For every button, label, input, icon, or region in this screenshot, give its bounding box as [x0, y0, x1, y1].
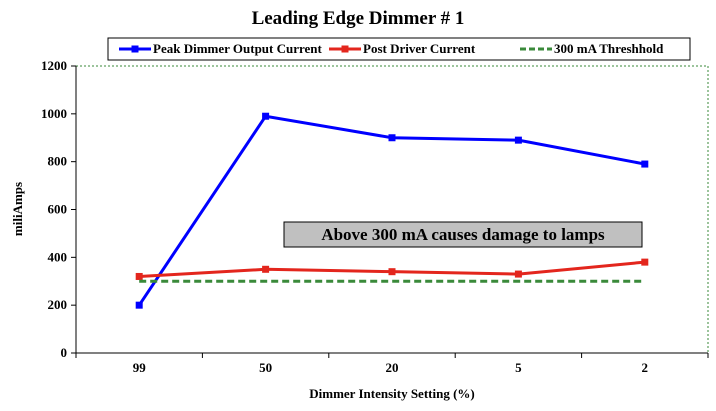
y-ticks: 0 200 400 600 800 1000 1200: [41, 58, 76, 360]
series-group: [135, 112, 649, 309]
y-tick-label: 400: [48, 249, 68, 264]
point-peak-dimmer-output-current: [514, 136, 522, 144]
legend-label-post-driver-current: Post Driver Current: [363, 41, 476, 56]
y-tick-label: 1200: [41, 58, 67, 73]
point-peak-dimmer-output-current: [641, 160, 649, 168]
x-tick-label: 20: [386, 360, 399, 375]
y-axis-label: miliAmps: [10, 182, 25, 236]
x-tick-label: 99: [133, 360, 147, 375]
point-post-driver-current: [388, 268, 396, 276]
y-tick-label: 0: [61, 345, 68, 360]
plot-area: [75, 65, 709, 354]
legend-label-300-ma-threshhold: 300 mA Threshhold: [554, 41, 664, 56]
point-post-driver-current: [514, 270, 522, 278]
legend-marker-post-driver-current: [341, 45, 349, 53]
x-tick-label: 5: [515, 360, 522, 375]
y-tick-label: 1000: [41, 106, 67, 121]
chart-title: Leading Edge Dimmer # 1: [252, 8, 465, 29]
point-post-driver-current: [262, 265, 270, 273]
x-axis-label: Dimmer Intensity Setting (%): [309, 386, 475, 401]
annotation-text: Above 300 mA causes damage to lamps: [321, 225, 605, 244]
point-post-driver-current: [641, 258, 649, 266]
point-peak-dimmer-output-current: [135, 301, 143, 309]
x-tick-label: 2: [642, 360, 649, 375]
legend-marker-peak-dimmer-output-current: [131, 45, 139, 53]
annotation-box: [283, 221, 643, 248]
y-tick-label: 200: [48, 297, 68, 312]
legend-label-peak-dimmer-output-current: Peak Dimmer Output Current: [153, 41, 323, 56]
y-tick-label: 600: [48, 202, 68, 217]
point-post-driver-current: [135, 272, 143, 280]
y-tick-label: 800: [48, 154, 68, 169]
point-peak-dimmer-output-current: [388, 134, 396, 142]
point-peak-dimmer-output-current: [262, 112, 270, 120]
x-ticks: 99 50 20 5 2: [75, 353, 709, 375]
legend: Peak Dimmer Output Current Post Driver Cu…: [107, 37, 691, 61]
x-tick-label: 50: [259, 360, 272, 375]
legend-box: [107, 37, 691, 61]
